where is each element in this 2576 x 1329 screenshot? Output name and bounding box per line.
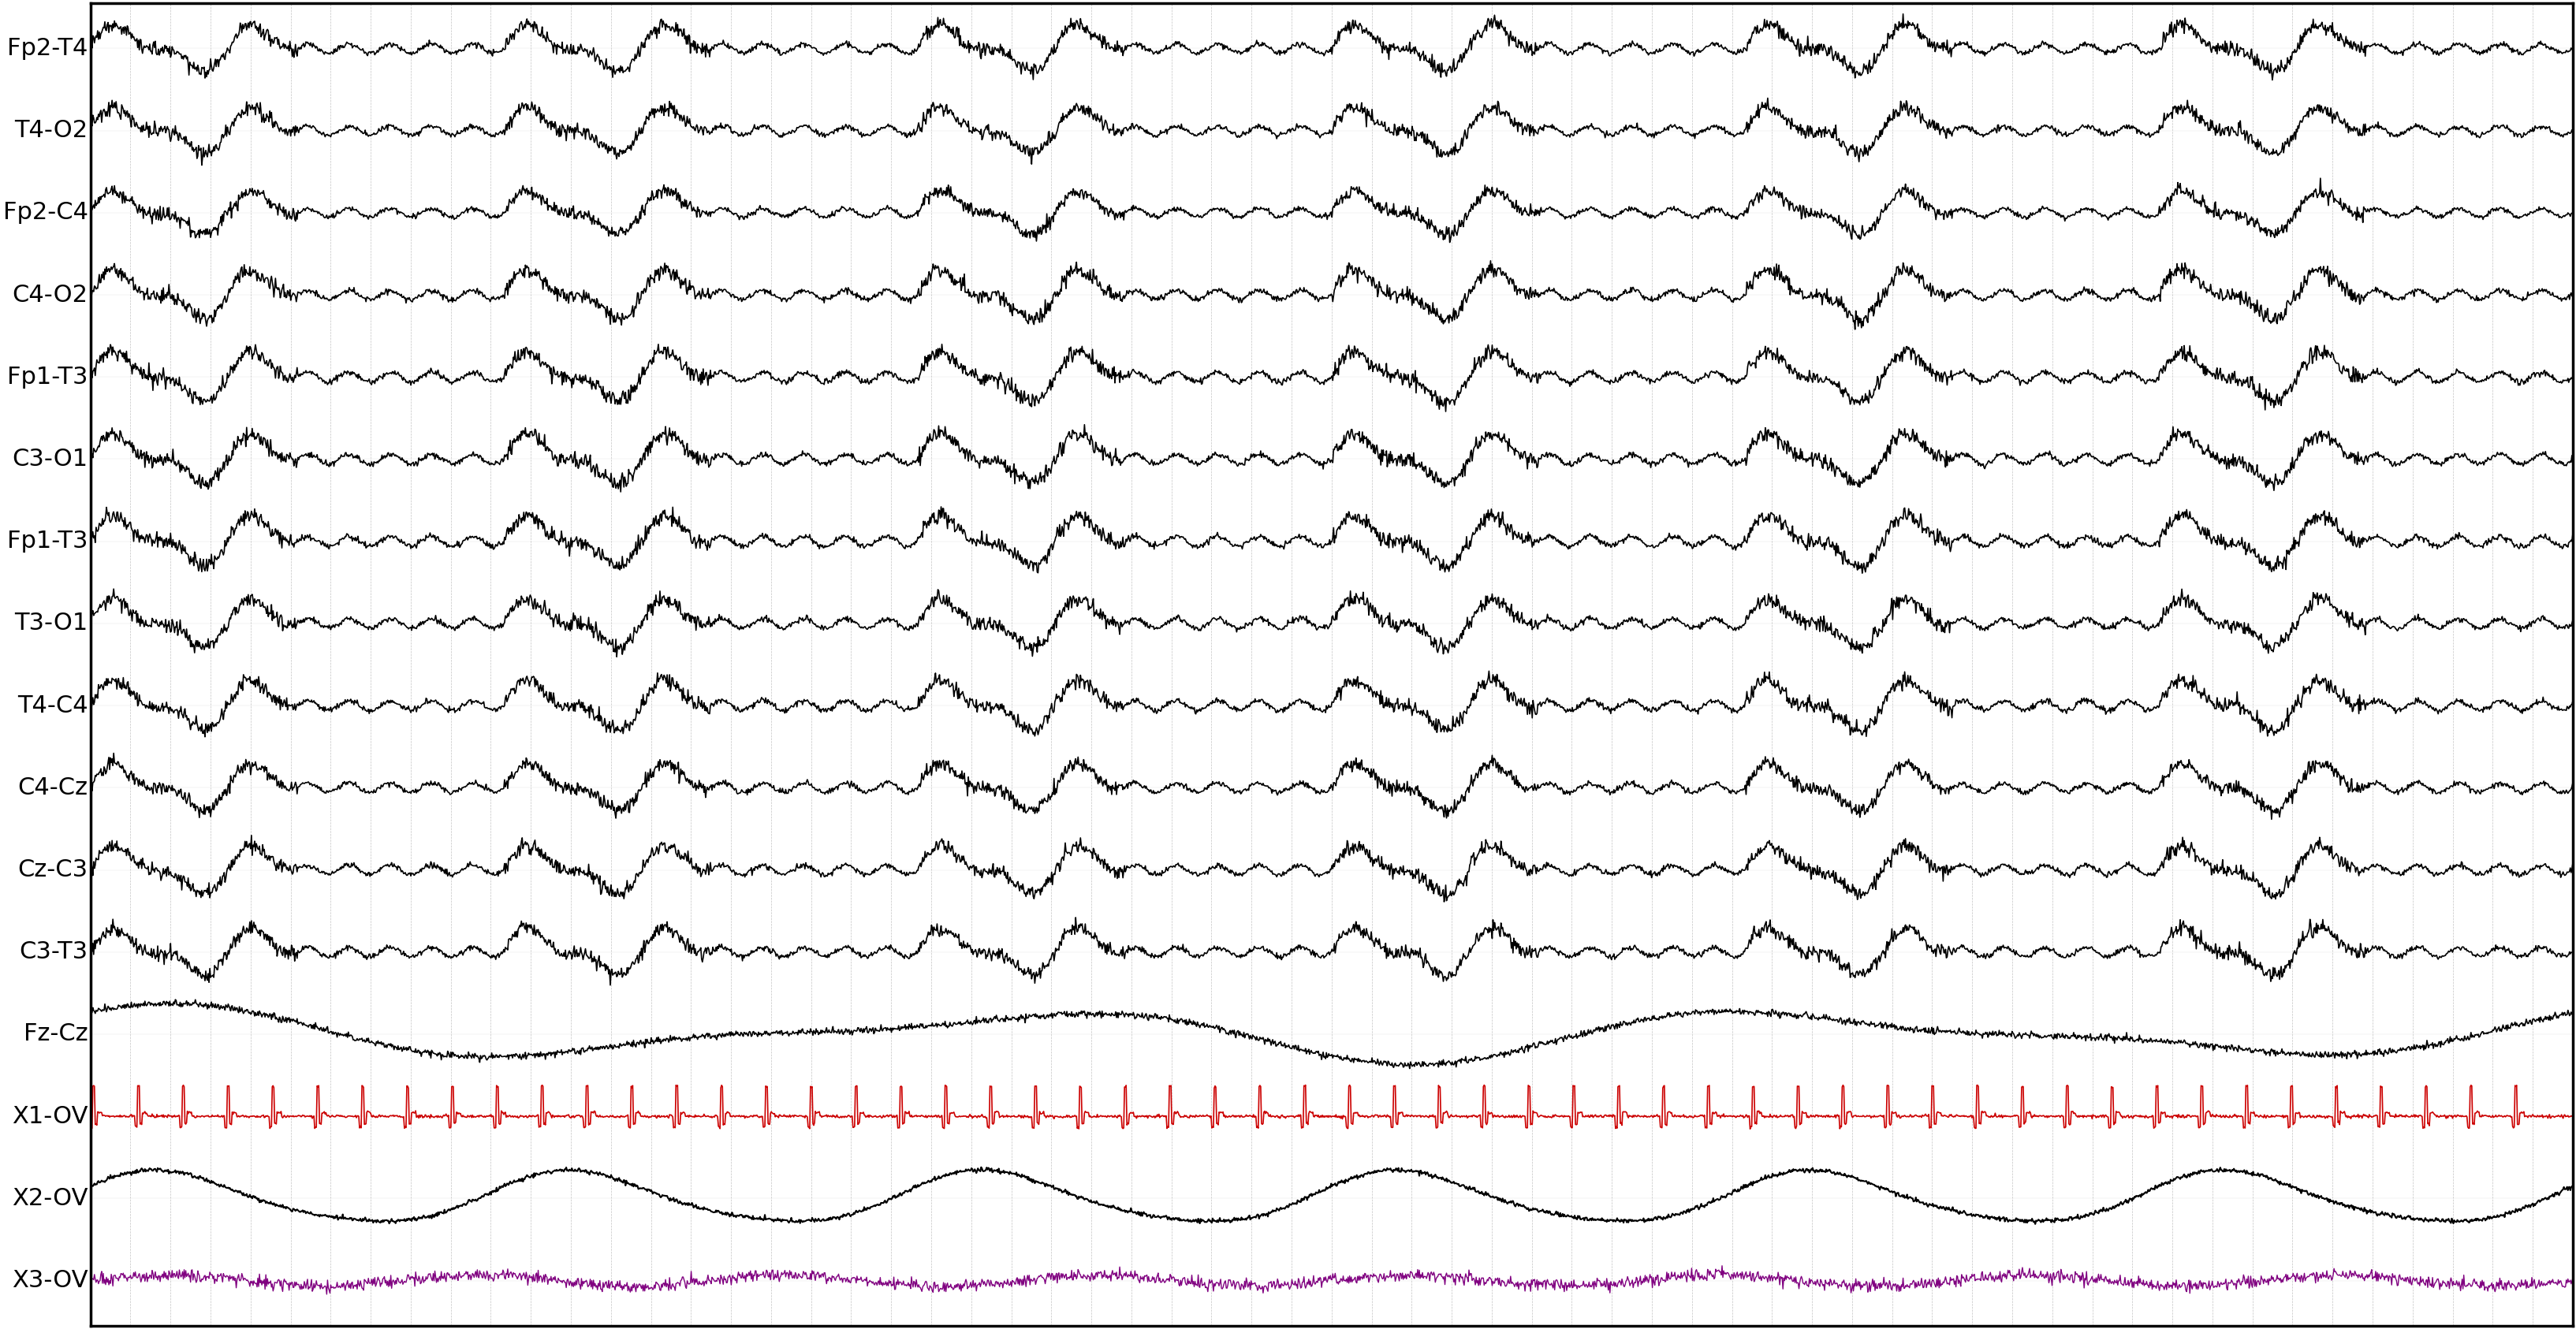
Text: C3-O1: C3-O1 <box>13 448 88 470</box>
Text: Fp1-T3: Fp1-T3 <box>8 365 88 388</box>
Text: X3-OV: X3-OV <box>13 1269 88 1292</box>
Text: X1-OV: X1-OV <box>13 1104 88 1128</box>
Text: Fp1-T3: Fp1-T3 <box>8 530 88 553</box>
Text: Fz-Cz: Fz-Cz <box>23 1023 88 1046</box>
Text: T4-C4: T4-C4 <box>18 694 88 718</box>
Text: T4-O2: T4-O2 <box>15 120 88 142</box>
Text: C4-Cz: C4-Cz <box>18 776 88 799</box>
Text: C4-O2: C4-O2 <box>13 283 88 306</box>
Text: X2-OV: X2-OV <box>13 1187 88 1209</box>
Text: Fp2-C4: Fp2-C4 <box>3 201 88 225</box>
Text: Fp2-T4: Fp2-T4 <box>8 37 88 60</box>
Text: T3-O1: T3-O1 <box>15 611 88 635</box>
Text: C3-T3: C3-T3 <box>18 941 88 964</box>
Text: Cz-C3: Cz-C3 <box>18 859 88 881</box>
